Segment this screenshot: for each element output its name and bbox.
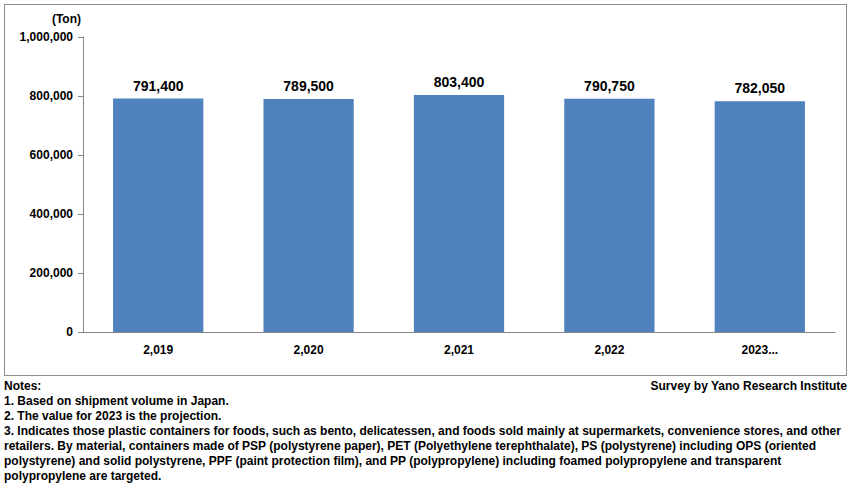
html-text:2. The value for 2023 is the p: 2. The value for 2023 is the projection. xyxy=(4,409,222,423)
svg-text:803,400: 803,400 xyxy=(434,74,485,90)
html-text:Notes:: Notes: xyxy=(4,379,42,393)
svg-text:2023...: 2023... xyxy=(741,343,778,357)
svg-text:1,000,000: 1,000,000 xyxy=(20,30,74,44)
svg-text:(Ton): (Ton) xyxy=(52,12,81,26)
svg-text:800,000: 800,000 xyxy=(30,89,74,103)
svg-text:790,750: 790,750 xyxy=(584,78,635,94)
svg-text:400,000: 400,000 xyxy=(30,207,74,221)
svg-text:789,500: 789,500 xyxy=(283,78,334,94)
svg-text:0: 0 xyxy=(66,325,73,339)
html-text:Survey by Yano Research Instit: Survey by Yano Research Institute xyxy=(650,379,847,393)
svg-text:600,000: 600,000 xyxy=(30,148,74,162)
svg-text:2,021: 2,021 xyxy=(444,343,474,357)
html-text:1. Based on shipment volume in: 1. Based on shipment volume in Japan. xyxy=(4,394,229,408)
svg-text:782,050: 782,050 xyxy=(734,80,785,96)
html-text:3. Indicates those plastic con: 3. Indicates those plastic containers fo… xyxy=(4,424,841,483)
svg-text:200,000: 200,000 xyxy=(30,266,74,280)
svg-text:2,019: 2,019 xyxy=(143,343,173,357)
svg-text:791,400: 791,400 xyxy=(133,78,184,94)
svg-text:2,020: 2,020 xyxy=(294,343,324,357)
svg-text:2,022: 2,022 xyxy=(594,343,624,357)
